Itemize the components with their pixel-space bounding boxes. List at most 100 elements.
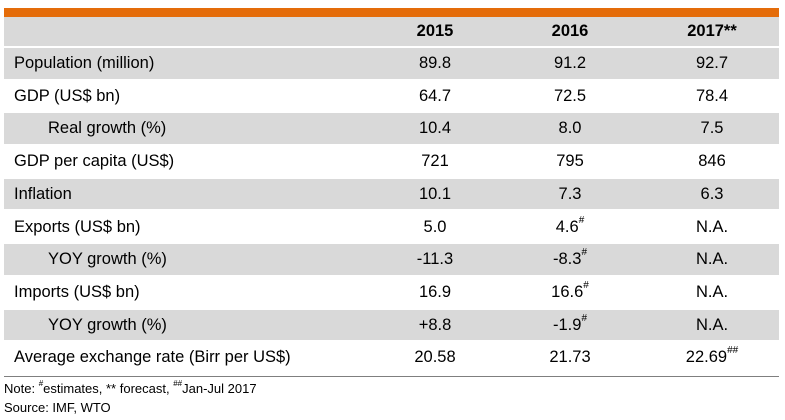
cell-footnote-mark: # <box>581 312 587 324</box>
table-row: Inflation 10.1 7.3 6.3 <box>4 178 779 212</box>
table-row: GDP per capita (US$) 721 795 846 <box>4 146 779 179</box>
table-row: Population (million) 89.8 91.2 92.7 <box>4 48 779 81</box>
cell-value: 22.69 <box>685 348 728 367</box>
value-cell: -8.3# <box>495 248 645 269</box>
cell-value: +8.8 <box>418 315 452 334</box>
row-label: Population (million) <box>14 54 155 73</box>
cell-value: 7.5 <box>700 119 724 138</box>
value-cell: N.A. <box>645 217 779 236</box>
row-label: Exports (US$ bn) <box>14 217 141 236</box>
value-cell: 5.0 <box>375 217 495 236</box>
cell-value: 4.6 <box>555 217 579 236</box>
cell-value: -11.3 <box>416 250 454 269</box>
cell-value: 64.7 <box>418 86 452 105</box>
table-row: Average exchange rate (Birr per US$) 20.5… <box>4 342 779 375</box>
cell-value: 10.4 <box>418 119 452 138</box>
table-source: Source: IMF, WTO <box>4 400 111 415</box>
cell-value: 92.7 <box>695 54 729 73</box>
value-cell: 4.6# <box>495 215 645 236</box>
cell-value: 10.1 <box>418 184 452 203</box>
cell-footnote-mark: # <box>581 247 587 259</box>
value-cell: 6.3 <box>645 186 779 203</box>
cell-value: 721 <box>421 152 449 171</box>
value-cell: 22.69## <box>645 346 779 367</box>
cell-value: 78.4 <box>695 86 729 105</box>
note-sup-hash: # <box>38 379 44 388</box>
cell-footnote-mark: ## <box>727 345 739 357</box>
table-body: Population (million) 89.8 91.2 92.7 GDP (US$… <box>4 48 779 375</box>
cell-footnote-mark: # <box>583 279 589 291</box>
row-label: Average exchange rate (Birr per US$) <box>14 348 291 367</box>
note-prefix: Note: <box>4 381 39 396</box>
value-cell: 72.5 <box>495 88 645 105</box>
cell-value: 72.5 <box>553 86 587 105</box>
cell-value: 16.9 <box>418 282 452 301</box>
value-cell: +8.8 <box>375 315 495 334</box>
value-cell: 7.3 <box>495 186 645 203</box>
row-label: YOY growth (%) <box>48 250 167 269</box>
value-cell: 795 <box>495 153 645 170</box>
value-cell: 8.0 <box>495 120 645 137</box>
row-label: GDP per capita (US$) <box>14 152 175 171</box>
value-cell: N.A. <box>645 315 779 334</box>
cell-value: 91.2 <box>553 54 587 73</box>
value-cell: 16.9 <box>375 284 495 301</box>
row-label: Inflation <box>14 184 72 203</box>
table-row: Real growth (%) 10.4 8.0 7.5 <box>4 113 779 147</box>
value-cell: 89.8 <box>375 55 495 72</box>
value-cell: 64.7 <box>375 88 495 105</box>
header-2016: 2016 <box>551 22 589 41</box>
value-cell: 92.7 <box>645 55 779 72</box>
value-cell: 10.1 <box>375 186 495 203</box>
value-cell: 7.5 <box>645 120 779 137</box>
note-forecast: ** forecast, <box>106 381 174 396</box>
value-cell: 16.6# <box>495 280 645 301</box>
value-cell: 78.4 <box>645 88 779 105</box>
cell-value: 795 <box>556 152 584 171</box>
cell-value: -8.3 <box>553 250 582 269</box>
cell-value: N.A. <box>695 250 729 269</box>
cell-value: 20.58 <box>414 348 456 367</box>
cell-value: 846 <box>698 152 726 171</box>
notes-divider <box>4 376 779 377</box>
value-cell: -1.9# <box>495 313 645 334</box>
cell-value: 7.3 <box>558 184 582 203</box>
row-label: Real growth (%) <box>48 119 167 138</box>
value-cell: N.A. <box>645 284 779 301</box>
value-cell: N.A. <box>645 251 779 268</box>
value-cell: 721 <box>375 153 495 170</box>
value-cell: 21.73 <box>495 349 645 366</box>
table-row: YOY growth (%) -11.3 -8.3# N.A. <box>4 244 779 277</box>
cell-value: 6.3 <box>700 184 724 203</box>
row-label: Imports (US$ bn) <box>14 282 140 301</box>
note-period: Jan-Jul 2017 <box>182 381 257 396</box>
header-accent-bar <box>4 8 779 17</box>
note-sup-double-hash: ## <box>173 379 183 388</box>
cell-value: -1.9 <box>553 315 582 334</box>
value-cell: 10.4 <box>375 120 495 137</box>
value-cell: 846 <box>645 153 779 170</box>
value-cell: 91.2 <box>495 55 645 72</box>
row-label: YOY growth (%) <box>48 315 167 334</box>
table-header-row: 2015 2016 2017** <box>4 17 779 48</box>
cell-value: 89.8 <box>418 54 452 73</box>
table-row: YOY growth (%) +8.8 -1.9# N.A. <box>4 309 779 343</box>
table-row: Imports (US$ bn) 16.9 16.6# N.A. <box>4 277 779 310</box>
table-note: Note: #estimates, ** forecast, ##Jan-Jul… <box>4 379 257 396</box>
header-2017: 2017** <box>687 22 737 41</box>
cell-value: 16.6 <box>551 282 584 301</box>
cell-value: N.A. <box>695 217 729 236</box>
cell-value: 5.0 <box>423 217 447 236</box>
note-estimates: estimates, <box>43 381 106 396</box>
cell-footnote-mark: # <box>578 214 585 226</box>
table-row: GDP (US$ bn) 64.7 72.5 78.4 <box>4 81 779 114</box>
cell-value: 21.73 <box>549 348 591 367</box>
value-cell: -11.3 <box>375 251 495 268</box>
header-2015: 2015 <box>416 22 454 41</box>
economic-indicators-table: 2015 2016 2017** Population (million) 89.… <box>4 17 779 375</box>
cell-value: N.A. <box>695 282 729 301</box>
cell-value: 8.0 <box>558 119 582 138</box>
table-row: Exports (US$ bn) 5.0 4.6# N.A. <box>4 211 779 245</box>
cell-value: N.A. <box>695 315 729 334</box>
row-label: GDP (US$ bn) <box>14 86 121 105</box>
